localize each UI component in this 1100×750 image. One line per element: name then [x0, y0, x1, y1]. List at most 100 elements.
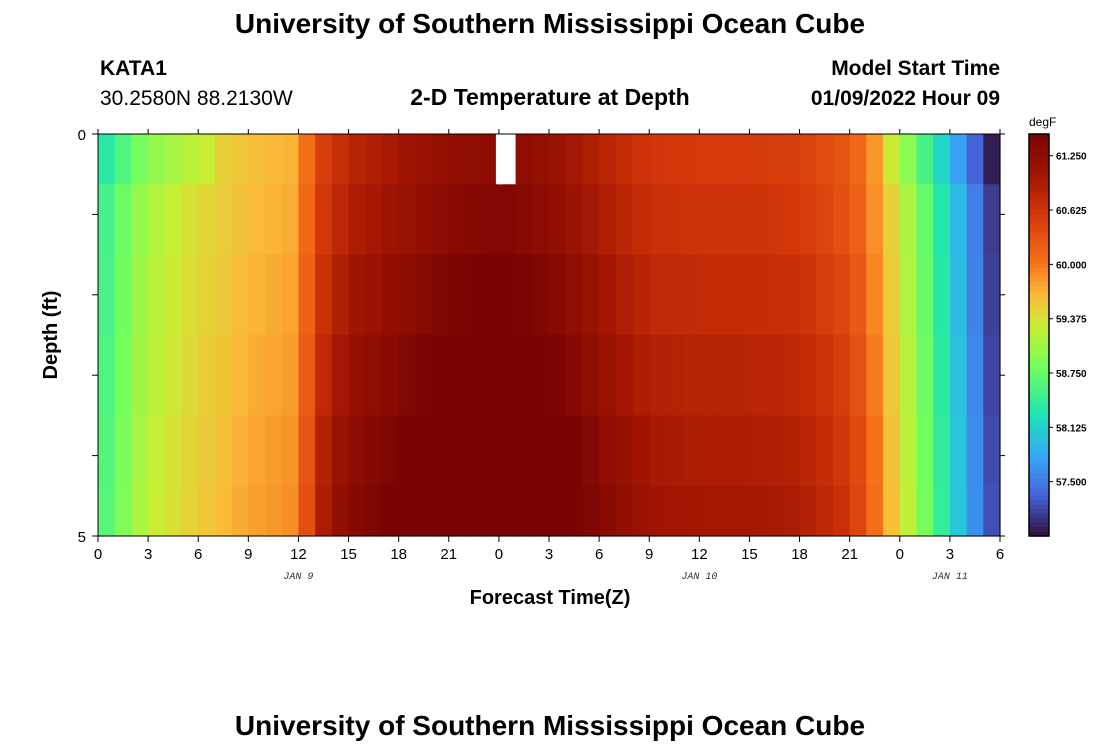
heatmap-cell [131, 335, 149, 416]
heatmap-cell [749, 415, 767, 487]
heatmap-cell [515, 134, 533, 185]
heatmap-cell [632, 254, 650, 336]
colorbar-segment [1029, 415, 1049, 421]
colorbar-segment [1029, 227, 1049, 233]
heatmap-cell [966, 184, 984, 256]
y-axis: 05 [78, 127, 1005, 546]
colorbar-segment [1029, 303, 1049, 309]
x-tick-label: 12 [691, 546, 708, 563]
heatmap-cell [949, 485, 968, 537]
heatmap-cell [582, 184, 600, 256]
heatmap-cell [632, 335, 650, 416]
x-tick-label: 15 [340, 546, 357, 563]
heatmap-cell [883, 485, 901, 537]
colorbar-label: 58.125 [1056, 423, 1087, 434]
heatmap-cell [665, 415, 684, 487]
colorbar-segment [1029, 460, 1049, 466]
heatmap-cell [816, 415, 834, 487]
heatmap-cell [465, 184, 483, 256]
colorbar-segment [1029, 174, 1049, 180]
heatmap-cell [415, 254, 433, 336]
heatmap-cell [348, 485, 366, 537]
heatmap-cell [365, 335, 383, 416]
x-tick-label: 3 [144, 546, 152, 563]
heatmap-cell [248, 415, 266, 487]
colorbar-segment [1029, 527, 1049, 533]
heatmap-cell [131, 415, 149, 487]
heatmap-cell [866, 335, 884, 416]
heatmap-cell [432, 184, 450, 256]
heatmap-cell [331, 254, 350, 336]
colorbar-segment [1029, 406, 1049, 412]
heatmap-cell [665, 254, 684, 336]
heatmap-cell [398, 335, 416, 416]
heatmap-cell [482, 485, 500, 537]
heatmap-cell [498, 485, 517, 537]
heatmap-cell [766, 134, 784, 185]
heatmap-cell [231, 134, 249, 185]
colorbar-segment [1029, 165, 1049, 171]
x-tick-label: 3 [545, 546, 553, 563]
heatmap-cell [799, 415, 817, 487]
heatmap-cell [432, 254, 450, 336]
heatmap-cell [315, 415, 333, 487]
heatmap-cell [632, 485, 650, 537]
heatmap-cell [599, 335, 617, 416]
colorbar-segment [1029, 232, 1049, 238]
heatmap-cell [866, 415, 884, 487]
heatmap-cell [983, 485, 1001, 537]
colorbar-label: 61.250 [1056, 152, 1087, 163]
heatmap-cell [832, 485, 851, 537]
colorbar-label: 60.625 [1056, 206, 1087, 217]
heatmap-cell [649, 485, 667, 537]
heatmap-cell [832, 184, 851, 256]
heatmap-cell [164, 184, 183, 256]
colorbar-segment [1029, 192, 1049, 198]
heatmap-cell [148, 415, 166, 487]
heatmap-cell [832, 415, 851, 487]
heatmap-cell [348, 254, 366, 336]
heatmap-cell [381, 415, 400, 487]
colorbar-segment [1029, 241, 1049, 247]
heatmap-cell [98, 184, 116, 256]
heatmap-cell [148, 184, 166, 256]
station-name: KATA1 [100, 57, 167, 80]
colorbar-segment [1029, 361, 1049, 367]
colorbar-segment [1029, 393, 1049, 399]
heatmap-cell [582, 254, 600, 336]
heatmap-cell [883, 184, 901, 256]
colorbar-segment [1029, 339, 1049, 345]
heatmap-cell [766, 485, 784, 537]
heatmap-cell [916, 485, 934, 537]
heatmap-cell [899, 485, 918, 537]
x-tick-label: 21 [841, 546, 858, 563]
heatmap-cell [916, 134, 934, 185]
colorbar-segment [1029, 134, 1049, 140]
heatmap-cell [549, 485, 567, 537]
heatmap-cell [849, 184, 867, 256]
x-tick-label: 0 [495, 546, 503, 563]
colorbar-segment [1029, 402, 1049, 408]
colorbar-segment [1029, 504, 1049, 510]
heatmap-cell [716, 335, 734, 416]
colorbar-segment [1029, 254, 1049, 260]
heatmap-cell [933, 485, 951, 537]
heatmap-cell [782, 485, 801, 537]
heatmap-cell [298, 254, 316, 336]
heatmap-cell [866, 134, 884, 185]
heatmap-cell [148, 254, 166, 336]
heatmap-cell [782, 254, 801, 336]
missing-data-gap [495, 134, 503, 185]
heatmap-cell [331, 184, 350, 256]
heatmap-cell [665, 134, 684, 185]
heatmap-cell [114, 415, 132, 487]
heatmap-cell [465, 134, 483, 185]
heatmap-cell [114, 254, 132, 336]
heatmap-cell [816, 254, 834, 336]
heatmap-cell [782, 134, 801, 185]
heatmap-cell [732, 134, 751, 185]
heatmap-cell [732, 254, 751, 336]
heatmap-cell [549, 335, 567, 416]
heatmap-cell [565, 485, 583, 537]
heatmap-cell [749, 184, 767, 256]
